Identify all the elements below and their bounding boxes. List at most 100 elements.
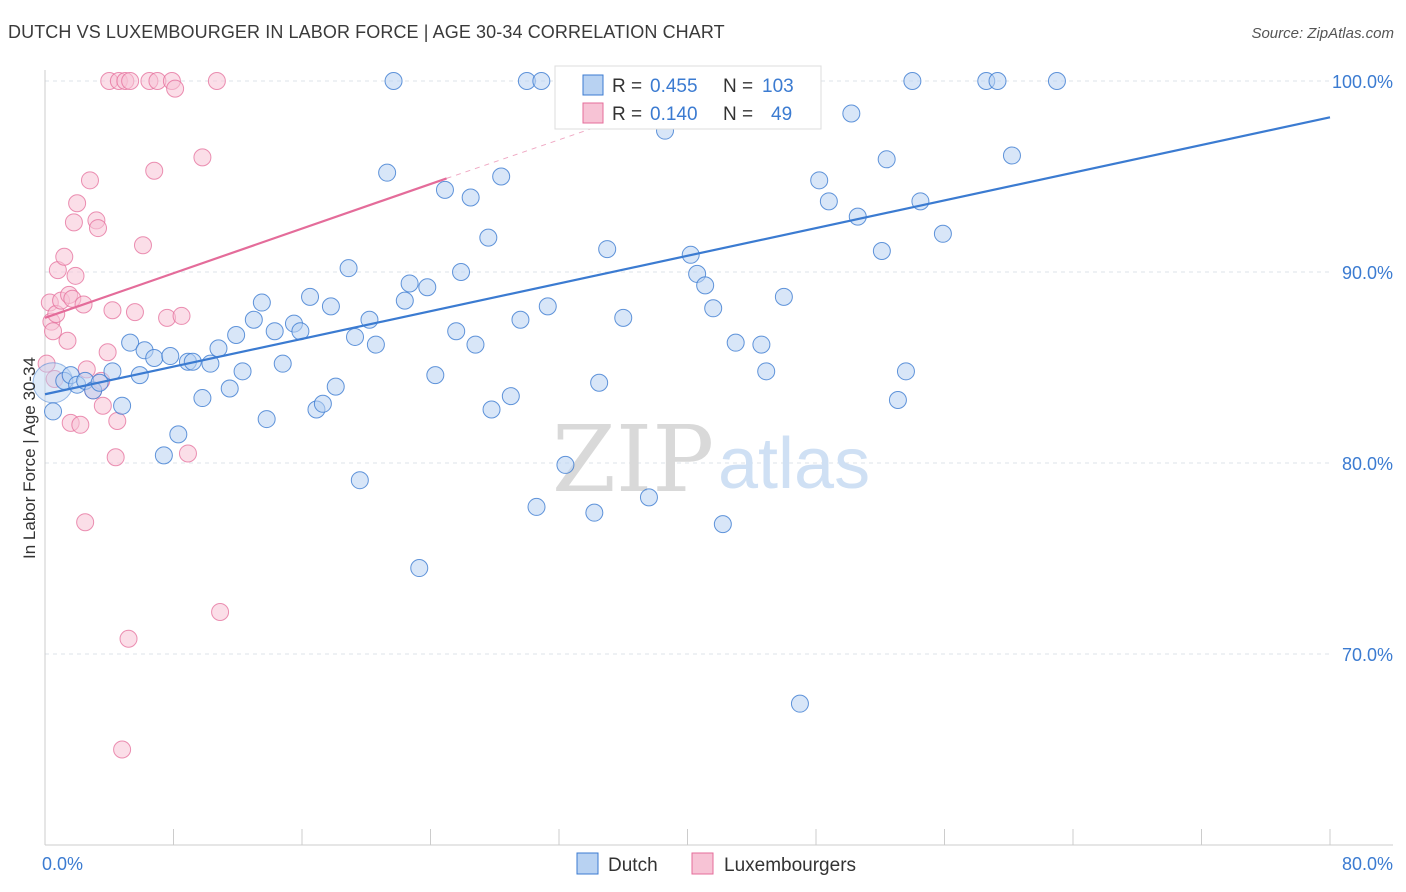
watermark-zip: ZIP [552,406,714,513]
stats-n-value-lux: 49 [771,104,792,125]
dutch-point [121,333,140,352]
dutch-point [378,163,397,182]
dutch-point [447,322,466,341]
dutch-point [145,348,164,367]
dutch-point [209,339,228,358]
dutch-point [44,402,63,421]
dutch-point [154,446,173,465]
luxembourgers-point [106,448,125,467]
dutch-point [872,241,891,260]
lux-trend-extension [446,128,592,179]
dutch-point [321,297,340,316]
luxembourgers-point [93,396,112,415]
stats-n-label-lux: N = [723,104,753,125]
luxembourgers-point [172,306,191,325]
dutch-point [273,354,292,373]
watermark-atlas: atlas [718,424,870,504]
luxembourgers-point [68,194,87,213]
y-tick-label: 70.0% [1342,645,1393,665]
stats-r-value-lux: 0.140 [650,104,698,125]
dutch-point [848,207,867,226]
dutch-point [227,326,246,345]
dutch-point [426,366,445,385]
y-tick-labels: 70.0% 80.0% 90.0% 100.0% [1332,72,1393,665]
x-tick-label: 0.0% [42,854,83,874]
dutch-point [810,171,829,190]
dutch-point [193,389,212,408]
dutch-point [435,180,454,199]
luxembourgers-point [119,629,138,648]
dutch-point [169,425,188,444]
y-tick-label: 90.0% [1342,263,1393,283]
dutch-point [350,471,369,490]
stats-n-value-dutch: 103 [762,76,794,97]
dutch-point [903,72,922,90]
dutch-point [482,400,501,419]
dutch-point [301,287,320,306]
luxembourgers-point [125,303,144,322]
dutch-point [532,72,551,90]
watermark: ZIP atlas [552,406,870,513]
luxembourgers-point [193,148,212,167]
dutch-point [252,293,271,312]
luxembourgers-point [58,331,77,350]
luxembourgers-point [133,236,152,255]
lux-trend-line [44,177,447,319]
dutch-point [639,488,658,507]
dutch-point [713,515,732,534]
legend-lux-swatch [691,852,714,875]
dutch-point [257,410,276,429]
dutch-point [598,240,617,259]
chart-source: Source: ZipAtlas.com [1251,25,1394,42]
stats-legend-lux-swatch [582,102,604,124]
y-tick-label: 100.0% [1332,72,1393,92]
dutch-point [527,497,546,516]
dutch-point [590,373,609,392]
dutch-point [466,335,485,354]
dutch-point [774,287,793,306]
legend-lux-label: Luxembourgers [724,855,856,876]
dutch-point [366,335,385,354]
dutch-point [790,694,809,713]
dutch-point [400,274,419,293]
luxembourgers-point [145,161,164,180]
dutch-point [103,362,122,381]
luxembourgers-point [44,322,63,341]
dutch-point [819,192,838,211]
dutch-point [888,390,907,409]
dutch-point [384,72,403,90]
y-axis-label: In Labor Force | Age 30-34 [20,357,39,559]
dutch-point [346,327,365,346]
luxembourgers-point [113,740,132,759]
luxembourgers-point [103,301,122,320]
dutch-point [988,72,1007,90]
dutch-point [418,278,437,297]
dutch-point [339,259,358,278]
trend-lines [44,116,1331,396]
dutch-point [1047,72,1066,90]
dutch-point [244,310,263,329]
stats-r-label-lux: R = [612,104,642,125]
dutch-point [614,308,633,327]
luxembourgers-point [178,444,197,463]
x-tick-label: 80.0% [1342,854,1393,874]
dutch-point [585,503,604,522]
dutch-point [933,224,952,243]
dutch-point [265,322,284,341]
dutch-point [726,333,745,352]
dutch-trend-line [44,116,1331,396]
dutch-point [1002,146,1021,165]
luxembourgers-point [55,247,74,266]
dutch-point [501,387,520,406]
dutch-point [461,188,480,207]
dutch-point [326,377,345,396]
luxembourgers-point [98,343,117,362]
luxembourgers-point [76,513,95,532]
dutch-point [538,297,557,316]
luxembourgers-point [166,79,185,98]
legend-dutch-label: Dutch [608,855,658,876]
dutch-point [233,362,252,381]
dutch-point [511,310,530,329]
luxembourgers-point [80,171,99,190]
series-legend: Dutch Luxembourgers [576,852,856,876]
